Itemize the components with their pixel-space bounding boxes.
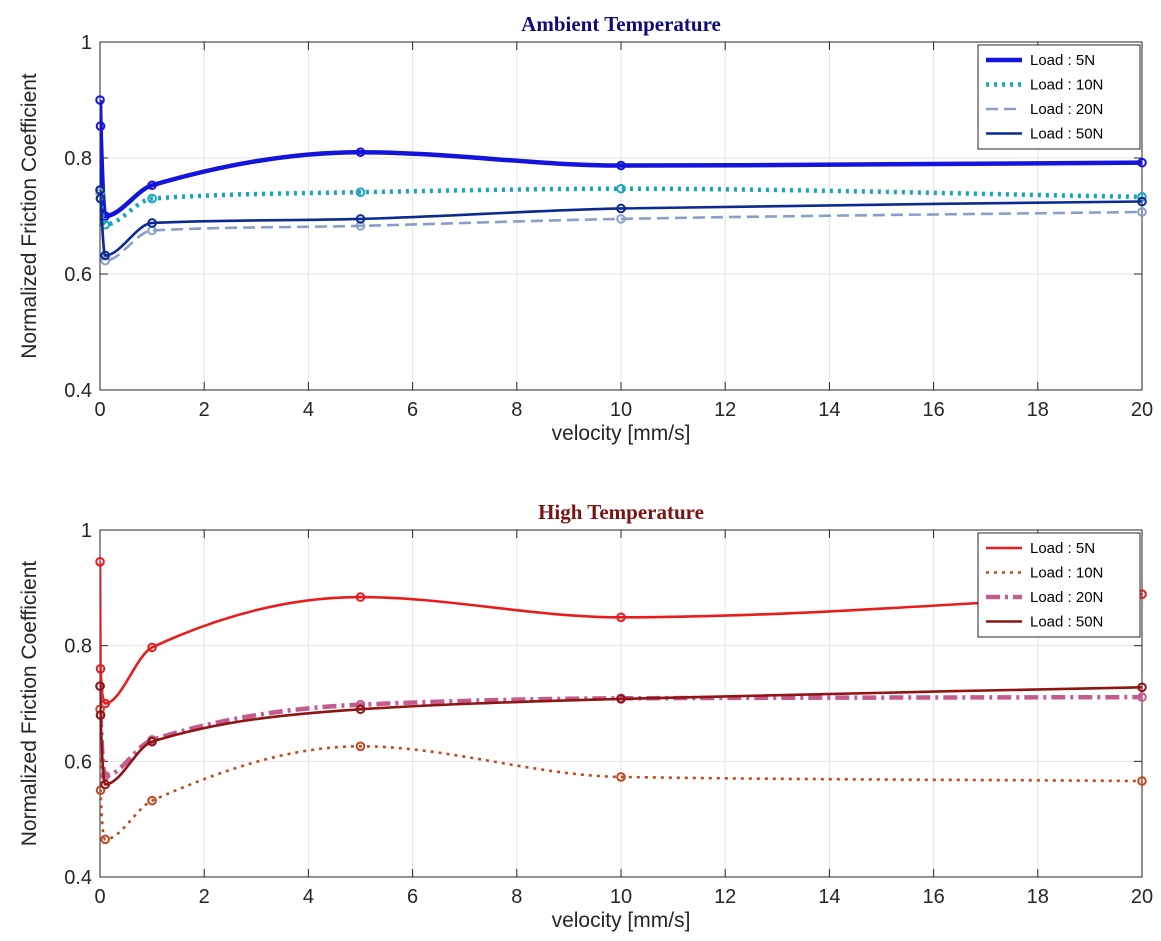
x-tick-label: 2 — [199, 886, 210, 908]
data-point — [1137, 157, 1147, 168]
legend: Load : 5N Load : 10N Load : 20N Load : 50N — [977, 44, 1141, 150]
x-tick-label: 16 — [922, 399, 944, 421]
series-4 — [95, 681, 1147, 790]
y-tick-label: 0.4 — [64, 867, 92, 889]
y-tick-label: 1 — [81, 32, 92, 54]
data-point — [95, 185, 105, 195]
chart-title: High Temperature — [538, 500, 704, 524]
x-tick-label: 12 — [714, 399, 736, 421]
data-point — [147, 736, 157, 747]
data-point — [147, 218, 157, 228]
series-line — [100, 189, 1142, 257]
data-point — [355, 147, 366, 157]
x-axis-label: velocity [mm/s] — [552, 909, 691, 932]
data-point — [616, 214, 626, 224]
x-tick-label: 18 — [1027, 886, 1049, 908]
x-tick-label: 18 — [1027, 399, 1049, 421]
x-tick-label: 14 — [818, 886, 840, 908]
data-point — [616, 203, 626, 214]
data-point — [147, 193, 157, 204]
data-point — [616, 772, 626, 782]
data-point — [1137, 692, 1147, 702]
chart-title: Ambient Temperature — [521, 12, 721, 36]
data-point — [616, 160, 626, 171]
legend: Load : 5N Load : 10N Load : 20N Load : 50N — [977, 532, 1141, 638]
x-tick-label: 14 — [818, 399, 840, 421]
data-point — [355, 704, 366, 715]
data-point — [355, 592, 366, 602]
x-tick-label: 8 — [511, 886, 522, 908]
x-tick-label: 0 — [94, 399, 105, 421]
data-point — [147, 180, 157, 191]
data-point — [95, 193, 106, 204]
x-tick-label: 10 — [610, 399, 632, 421]
legend-label: Load : 20N — [1030, 589, 1103, 606]
legend-label: Load : 5N — [1030, 540, 1095, 557]
data-point — [100, 779, 111, 790]
legend-box — [977, 44, 1141, 150]
x-tick-label: 2 — [199, 399, 210, 421]
data-point — [95, 664, 106, 674]
y-tick-label: 0.8 — [64, 636, 92, 658]
x-tick-label: 6 — [407, 399, 418, 421]
data-point — [95, 557, 105, 567]
y-tick-label: 1 — [81, 520, 92, 542]
x-tick-label: 6 — [407, 886, 418, 908]
x-axis-label: velocity [mm/s] — [552, 422, 691, 445]
x-tick-label: 10 — [610, 886, 632, 908]
data-point — [355, 187, 366, 198]
data-point — [1137, 682, 1147, 693]
data-point — [355, 741, 366, 752]
x-tick-label: 16 — [922, 886, 944, 908]
legend-label: Load : 20N — [1030, 101, 1103, 118]
data-point — [616, 694, 626, 704]
data-point — [95, 681, 105, 691]
data-point — [147, 642, 157, 653]
data-point — [95, 95, 105, 105]
data-point — [616, 183, 626, 194]
legend-label: Load : 10N — [1030, 77, 1103, 94]
x-tick-label: 20 — [1131, 399, 1153, 421]
x-tick-label: 20 — [1131, 886, 1153, 908]
y-tick-label: 0.6 — [64, 751, 92, 773]
series-line — [100, 99, 1142, 219]
legend-label: Load : 50N — [1030, 126, 1103, 143]
legend-box — [977, 532, 1141, 638]
y-tick-label: 0.4 — [64, 380, 92, 402]
data-point — [1137, 207, 1147, 217]
data-point — [95, 121, 106, 131]
data-point — [355, 214, 366, 224]
data-point — [1137, 776, 1147, 786]
y-axis-label: Normalized Friction Coefficient — [18, 561, 41, 847]
x-tick-label: 4 — [303, 399, 314, 421]
legend-label: Load : 50N — [1030, 614, 1103, 631]
series-line — [100, 686, 1142, 779]
x-tick-label: 12 — [714, 886, 736, 908]
x-tick-label: 8 — [511, 399, 522, 421]
data-point — [100, 250, 111, 261]
y-tick-label: 0.6 — [64, 264, 92, 286]
chart-2: 0 2 4 6 8 10 12 14 16 18 20 0.4 0.6 0.8 1 High Temperat… — [18, 500, 1153, 932]
x-tick-label: 4 — [303, 886, 314, 908]
data-point — [1137, 196, 1147, 207]
data-point — [95, 710, 106, 720]
data-point — [95, 785, 106, 796]
y-axis-label: Normalized Friction Coefficient — [18, 73, 41, 359]
x-tick-label: 0 — [94, 886, 105, 908]
series-line — [100, 686, 1142, 786]
legend-label: Load : 10N — [1030, 565, 1103, 582]
data-point — [616, 612, 626, 623]
legend-label: Load : 5N — [1030, 52, 1095, 69]
series-2 — [95, 704, 1147, 845]
data-point — [100, 834, 111, 845]
series-1 — [95, 95, 1147, 221]
data-point — [147, 795, 157, 806]
chart-1: 0 2 4 6 8 10 12 14 16 18 20 0.4 0.6 0.8 1 Ambient Tempe… — [18, 12, 1153, 445]
data-point — [100, 255, 111, 266]
data-point — [1137, 192, 1147, 202]
y-tick-label: 0.8 — [64, 148, 92, 170]
series-4 — [95, 185, 1147, 261]
series-line — [100, 709, 1142, 841]
